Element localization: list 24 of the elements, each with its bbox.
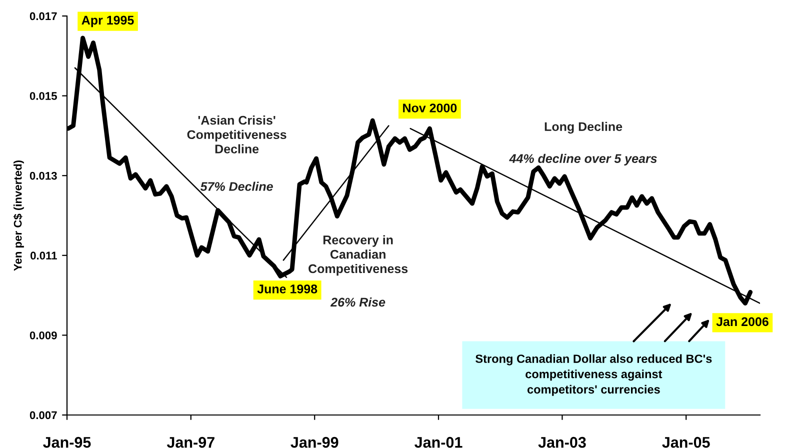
y-tick-label: 0.007	[30, 411, 57, 420]
y-tick-label: 0.015	[30, 92, 57, 100]
y-tick-label: 0.013	[30, 172, 57, 180]
x-tick-label: Jan-01	[414, 436, 462, 448]
y-tick-label: 0.011	[30, 252, 57, 260]
x-tick-label: Jan-97	[166, 436, 214, 448]
y-tick-label: 0.009	[30, 331, 57, 340]
annotation: Apr 1995	[82, 16, 134, 28]
x-tick-label: Jan-95	[43, 436, 91, 448]
annotation: Recovery in Canadian Competitiveness	[308, 235, 408, 276]
x-tick-label: Jan-03	[538, 436, 586, 448]
x-tick-label: Jan-05	[662, 436, 710, 448]
annotation: 'Asian Crisis' Competitiveness Decline	[187, 116, 286, 154]
y-axis-title: Yen per C$ (inverted)	[13, 160, 24, 271]
y-tick-label: 0.017	[30, 12, 57, 20]
annotation: Long Decline	[544, 122, 622, 134]
annotation: Nov 2000	[403, 104, 457, 112]
annotation: 44% decline over 5 years	[509, 154, 657, 166]
annotation: Jan 2006	[716, 317, 768, 326]
x-tick-label: Jan-99	[290, 436, 338, 448]
annotation: 26% Rise	[330, 297, 386, 307]
annotation: Strong Canadian Dollar also reduced BC's competitiveness against competitors' currencies	[476, 354, 712, 396]
annotation: June 1998	[257, 284, 318, 294]
annotation: 57% Decline	[200, 182, 273, 191]
